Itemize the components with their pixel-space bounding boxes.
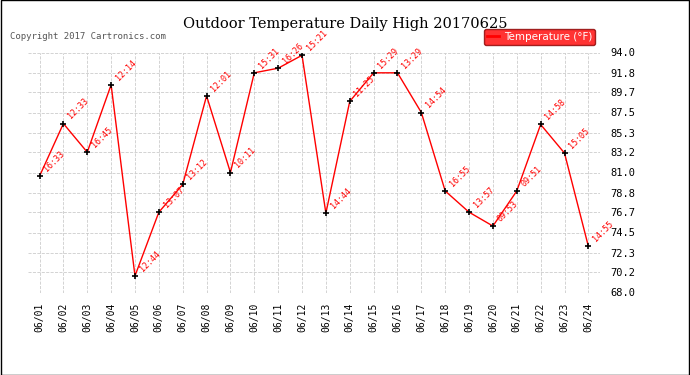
- Text: 14:44: 14:44: [328, 186, 353, 210]
- Text: 09:53: 09:53: [495, 199, 520, 223]
- Text: 12:14: 12:14: [114, 58, 138, 82]
- Text: 15:31: 15:31: [257, 46, 281, 70]
- Text: 13:57: 13:57: [472, 185, 496, 209]
- Text: 16:45: 16:45: [90, 125, 114, 149]
- Legend: Temperature (°F): Temperature (°F): [484, 29, 595, 45]
- Text: 11:25: 11:25: [353, 75, 377, 99]
- Text: 14:54: 14:54: [424, 86, 448, 110]
- Text: 12:01: 12:01: [209, 69, 233, 93]
- Text: 09:51: 09:51: [520, 164, 544, 188]
- Text: 16:33: 16:33: [42, 149, 66, 173]
- Text: 10:11: 10:11: [233, 146, 257, 170]
- Text: 12:33: 12:33: [66, 97, 90, 121]
- Text: 12:44: 12:44: [138, 249, 161, 273]
- Text: 13:29: 13:29: [400, 46, 424, 70]
- Text: Outdoor Temperature Daily High 20170625: Outdoor Temperature Daily High 20170625: [183, 17, 507, 31]
- Text: 15:29: 15:29: [376, 46, 400, 70]
- Text: 13:07: 13:07: [161, 185, 186, 209]
- Text: 16:26: 16:26: [281, 41, 305, 65]
- Text: 14:55: 14:55: [591, 219, 615, 244]
- Text: 13:12: 13:12: [186, 158, 210, 182]
- Text: 14:58: 14:58: [544, 98, 567, 122]
- Text: Copyright 2017 Cartronics.com: Copyright 2017 Cartronics.com: [10, 32, 166, 41]
- Text: 16:55: 16:55: [448, 164, 472, 188]
- Text: 15:05: 15:05: [567, 126, 591, 150]
- Text: 15:21: 15:21: [305, 28, 329, 53]
